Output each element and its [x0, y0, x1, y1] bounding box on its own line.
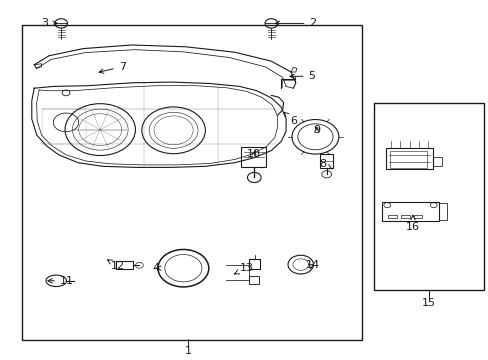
- Text: 1: 1: [184, 346, 191, 356]
- Text: 7: 7: [99, 62, 125, 73]
- Bar: [373, 103, 483, 290]
- Bar: [400, 215, 409, 218]
- Bar: [249, 259, 260, 269]
- Text: 11: 11: [48, 276, 74, 286]
- Text: 12: 12: [107, 260, 125, 271]
- Bar: [240, 147, 265, 167]
- Bar: [438, 203, 447, 220]
- Bar: [22, 25, 361, 340]
- Text: 4: 4: [153, 263, 161, 273]
- Text: 13: 13: [234, 263, 253, 274]
- Bar: [413, 215, 422, 218]
- Bar: [320, 154, 332, 168]
- Bar: [387, 215, 396, 218]
- Text: 5: 5: [289, 71, 315, 81]
- Text: 8: 8: [319, 159, 331, 169]
- Text: 3: 3: [41, 18, 57, 28]
- Bar: [249, 276, 259, 284]
- Text: 15: 15: [421, 298, 435, 309]
- Bar: [116, 261, 132, 269]
- Text: 16: 16: [405, 215, 419, 232]
- Text: 6: 6: [284, 112, 296, 126]
- Text: 14: 14: [305, 260, 319, 270]
- Bar: [432, 157, 441, 166]
- Text: 9: 9: [313, 125, 320, 135]
- Text: 2: 2: [275, 18, 316, 28]
- Bar: [389, 151, 426, 168]
- Text: 10: 10: [247, 149, 261, 159]
- Bar: [382, 202, 438, 221]
- Bar: [386, 148, 432, 169]
